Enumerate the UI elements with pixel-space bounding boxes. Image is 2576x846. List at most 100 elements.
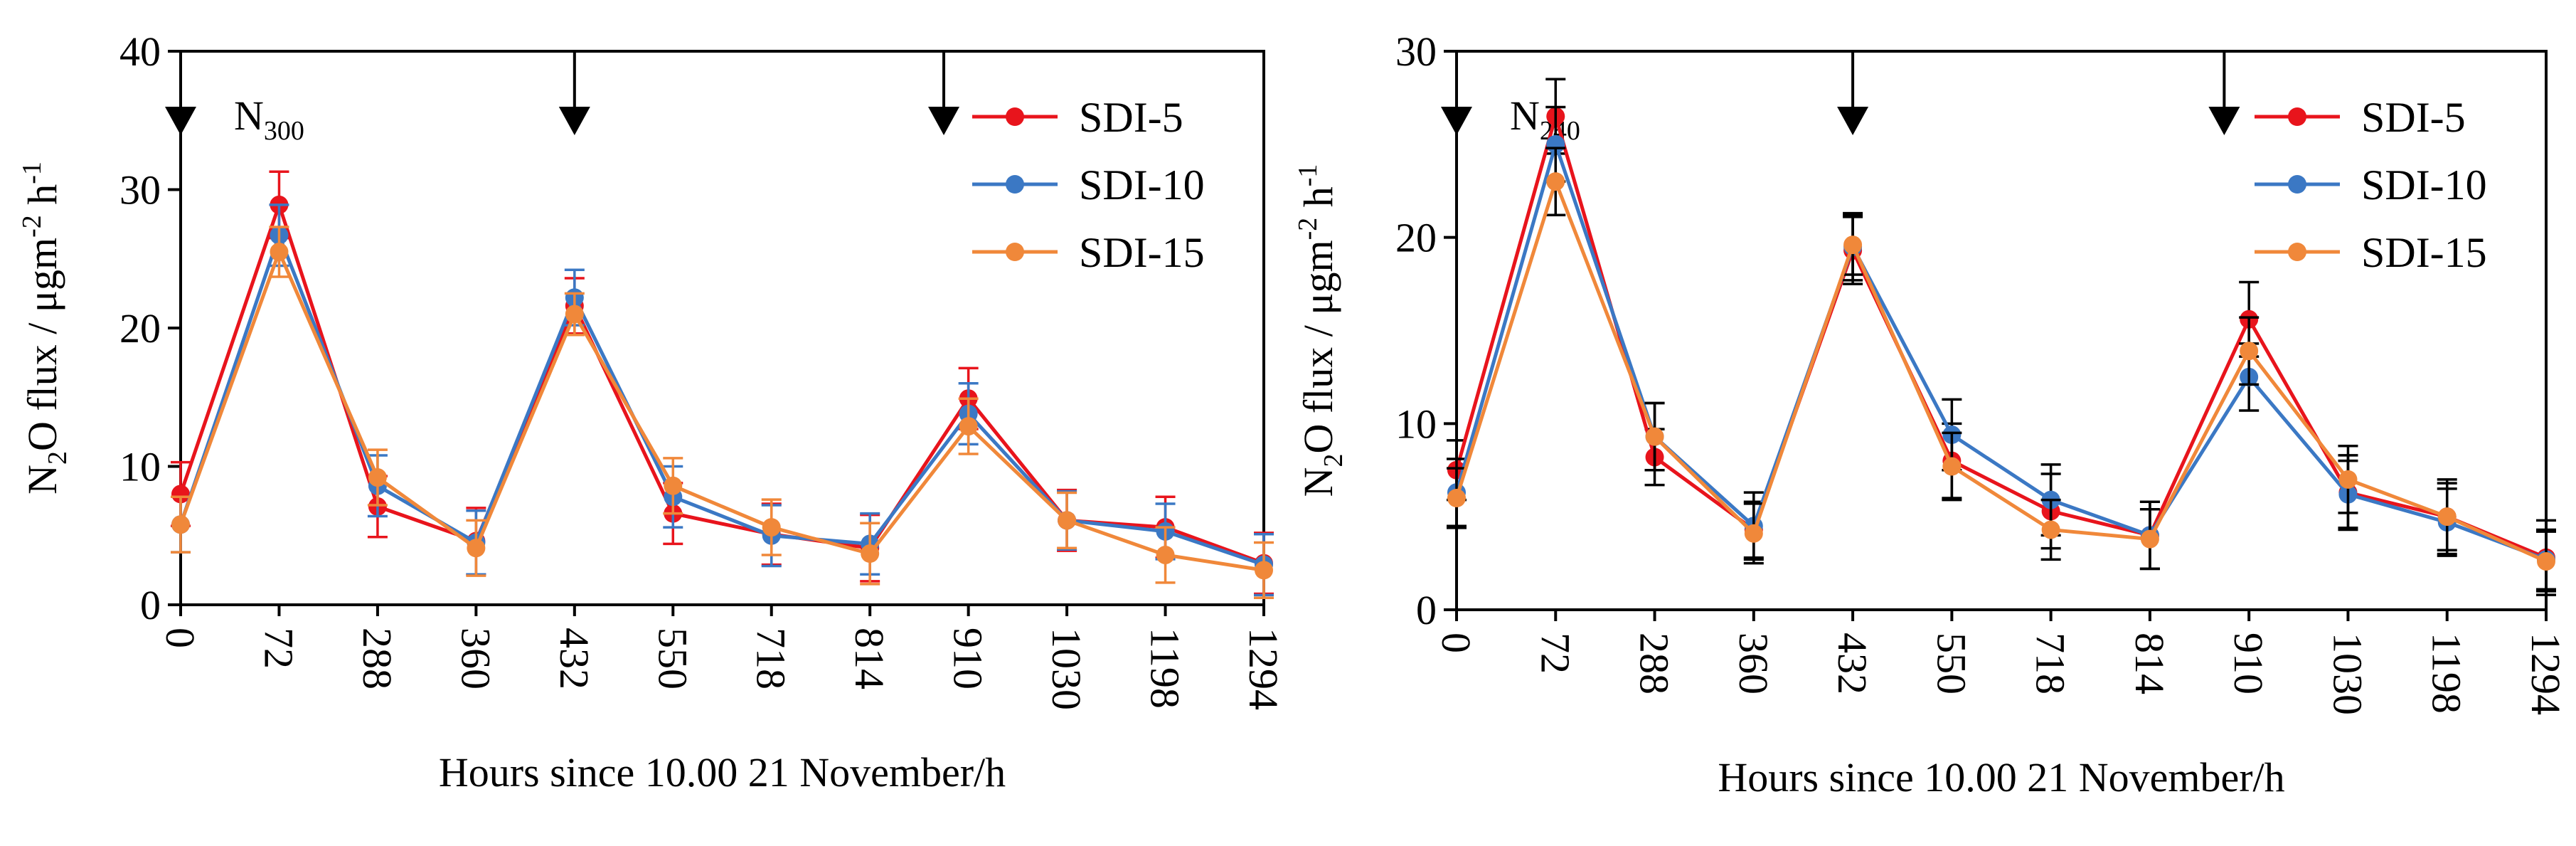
data-point bbox=[959, 417, 978, 436]
x-tick-label: 1294 bbox=[2523, 633, 2569, 715]
data-point bbox=[1843, 236, 1863, 255]
x-tick-label: 550 bbox=[649, 628, 696, 689]
series-line bbox=[179, 247, 1265, 572]
y-axis-label-part: flux / μgm bbox=[19, 238, 65, 411]
y-axis-label-part: -1 bbox=[17, 162, 47, 184]
arrow-head bbox=[558, 107, 590, 135]
x-tick-label: 1198 bbox=[1142, 628, 1188, 709]
series-line bbox=[1454, 138, 2547, 561]
data-point bbox=[270, 243, 289, 262]
data-point bbox=[762, 518, 781, 537]
x-tick-label: 360 bbox=[452, 628, 499, 689]
data-point bbox=[2437, 507, 2457, 527]
legend-entry-label: SDI-5 bbox=[1079, 94, 1183, 141]
data-point bbox=[2041, 520, 2060, 539]
legend-swatch-marker bbox=[2288, 243, 2306, 261]
y-axis-label: N2O flux / μgm-2 h-1 bbox=[1293, 164, 1348, 497]
y-axis-label-part: N bbox=[19, 465, 65, 495]
legend-swatch-marker bbox=[1006, 175, 1024, 194]
data-point bbox=[1447, 489, 1466, 507]
legend-swatch-marker bbox=[1006, 107, 1024, 126]
series-SDI-15 bbox=[171, 226, 1274, 600]
x-tick-label: 72 bbox=[1532, 633, 1578, 674]
data-point bbox=[467, 539, 486, 558]
series-line bbox=[1454, 110, 2547, 560]
series-SDI-5 bbox=[1447, 78, 2556, 596]
arrow-head bbox=[1837, 107, 1869, 135]
y-tick-label: 10 bbox=[119, 444, 161, 490]
x-axis-label: Hours since 10.00 21 November/h bbox=[439, 749, 1006, 795]
y-axis-label-part: 2 bbox=[43, 451, 73, 465]
data-point bbox=[1255, 561, 1273, 580]
x-tick-label: 432 bbox=[1829, 633, 1875, 694]
annotation-label: N300 bbox=[234, 92, 304, 146]
legend-entry-label: SDI-15 bbox=[2361, 229, 2487, 276]
annotation-main: N bbox=[234, 92, 264, 139]
x-tick-label: 1030 bbox=[1043, 628, 1090, 710]
y-tick-label: 20 bbox=[1395, 215, 1437, 261]
legend-entry-label: SDI-10 bbox=[1079, 162, 1205, 208]
annotation-label: N240 bbox=[1510, 92, 1580, 146]
y-axis-label-part: -2 bbox=[17, 215, 47, 238]
x-tick-label: 550 bbox=[1928, 633, 1974, 694]
data-point bbox=[2537, 551, 2555, 571]
arrow-head bbox=[928, 107, 960, 135]
x-tick-label: 718 bbox=[2028, 633, 2074, 694]
data-point bbox=[2338, 470, 2358, 489]
legend: SDI-5 SDI-10 SDI-15 bbox=[2255, 94, 2487, 276]
x-tick-label: 0 bbox=[1433, 633, 1479, 653]
x-tick-label: 910 bbox=[2225, 633, 2272, 694]
data-point bbox=[1942, 457, 1962, 476]
x-tick-label: 1030 bbox=[2324, 633, 2370, 715]
y-tick-label: 20 bbox=[119, 305, 161, 351]
data-point bbox=[664, 476, 683, 495]
x-tick-label: 432 bbox=[551, 628, 597, 689]
x-tick-label: 910 bbox=[945, 628, 991, 689]
x-tick-label: 1198 bbox=[2424, 633, 2470, 714]
data-point bbox=[861, 544, 880, 564]
y-axis-label-part: h bbox=[19, 184, 65, 216]
y-axis-label: N2O flux / μgm-2 h-1 bbox=[17, 162, 73, 495]
y-tick-label: 30 bbox=[1395, 28, 1437, 75]
y-axis-label-part: O bbox=[19, 411, 65, 451]
arrow-head bbox=[165, 107, 196, 135]
legend-entry-label: SDI-5 bbox=[2361, 94, 2466, 141]
x-tick-label: 814 bbox=[2127, 633, 2173, 694]
data-point bbox=[171, 515, 190, 534]
legend-swatch-marker bbox=[2288, 107, 2306, 126]
x-axis-label: Hours since 10.00 21 November/h bbox=[1718, 754, 2284, 800]
data-point bbox=[565, 305, 584, 324]
y-tick-label: 0 bbox=[140, 582, 161, 628]
y-axis-label-part: 2 bbox=[1319, 454, 1348, 467]
annotation-main: N bbox=[1510, 92, 1540, 139]
arrow-head bbox=[2208, 107, 2240, 135]
y-axis-label-part: N bbox=[1295, 467, 1341, 497]
data-point bbox=[1546, 172, 1565, 191]
legend-swatch-marker bbox=[1006, 243, 1024, 261]
y-axis-label-part: O bbox=[1295, 413, 1341, 453]
data-point bbox=[1058, 511, 1077, 530]
y-axis-label-part: h bbox=[1295, 186, 1341, 218]
y-tick-label: 30 bbox=[119, 167, 161, 213]
y-tick-label: 0 bbox=[1416, 587, 1437, 633]
data-point bbox=[1156, 545, 1175, 564]
x-tick-label: 1294 bbox=[1240, 628, 1287, 710]
data-point bbox=[1744, 524, 1763, 543]
arrow-head bbox=[1441, 107, 1472, 135]
data-point bbox=[2140, 529, 2159, 549]
chart-1: 0 10 20 30 40 0 72 288 360 432 550 718 814 910 1030 119… bbox=[17, 28, 1287, 795]
y-tick-label: 10 bbox=[1395, 401, 1437, 447]
data-point bbox=[2240, 342, 2259, 361]
x-tick-label: 288 bbox=[354, 628, 400, 689]
x-tick-label: 288 bbox=[1632, 633, 1678, 694]
legend-entry-label: SDI-15 bbox=[1079, 229, 1205, 276]
plot-frame bbox=[1455, 50, 2548, 611]
annotation-sub: 300 bbox=[264, 116, 304, 146]
data-point bbox=[1645, 427, 1664, 446]
x-tick-label: 0 bbox=[157, 628, 203, 648]
y-axis-label-part: -1 bbox=[1293, 164, 1323, 187]
series-SDI-15 bbox=[1447, 147, 2556, 593]
y-axis-label-part: flux / μgm bbox=[1295, 240, 1341, 413]
